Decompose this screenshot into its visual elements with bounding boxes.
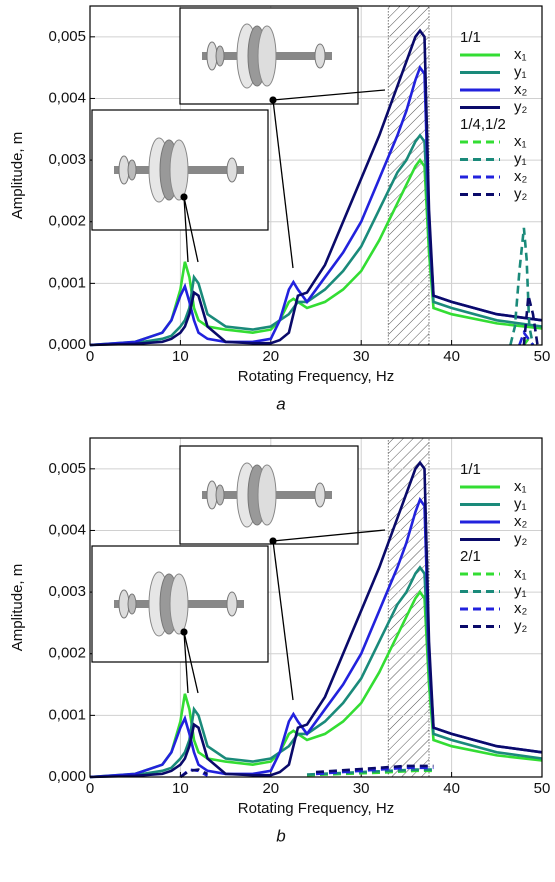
y-tick-label: 0,002 (48, 213, 86, 230)
x-tick-label: 10 (172, 348, 189, 365)
inset-image (179, 7, 386, 269)
pointer-arrow (272, 540, 294, 701)
legend-group-title: 2/1 (460, 548, 481, 565)
legend-label: y₁ (514, 63, 527, 80)
plot-frame (89, 437, 543, 778)
legend-label: y₂ (514, 185, 528, 202)
y-tick-label: 0,005 (48, 460, 86, 477)
pointer-arrow (272, 99, 294, 269)
pointer-dot (180, 628, 188, 636)
x-tick-label: 10 (172, 780, 189, 797)
y-axis-label: Amplitude, m (9, 132, 26, 220)
legend-label: x₁ (514, 46, 527, 63)
pointer-dot (269, 537, 277, 545)
pointer-arrow (272, 89, 386, 101)
legend-label: y₁ (514, 150, 527, 167)
x-tick-label: 0 (86, 348, 94, 365)
series-line (89, 64, 543, 347)
series-line (89, 460, 543, 779)
x-axis-label: Rotating Frequency, Hz (238, 368, 394, 385)
series-line (518, 329, 535, 346)
pointer-arrow (183, 196, 189, 263)
x-tick-label: 0 (86, 780, 94, 797)
pointer-arrow (183, 631, 199, 694)
y-tick-label: 0,002 (48, 645, 86, 662)
y-tick-label: 0,001 (48, 274, 86, 291)
series-line (89, 28, 543, 347)
x-tick-label: 50 (534, 780, 551, 797)
y-tick-label: 0,001 (48, 706, 86, 723)
pointer-arrow (272, 529, 386, 542)
pointer-arrow (183, 196, 199, 263)
series-line (179, 764, 434, 779)
x-tick-label: 30 (353, 348, 370, 365)
x-tick-label: 20 (262, 780, 279, 797)
inset-image (179, 445, 386, 701)
x-axis-label: Rotating Frequency, Hz (238, 800, 394, 817)
legend-group-title: 1/1 (460, 29, 481, 46)
legend-group-title: 1/1 (460, 461, 481, 478)
legend-label: x₁ (514, 565, 527, 582)
x-tick-label: 40 (443, 780, 460, 797)
pointer-dot (180, 193, 188, 201)
series-line (89, 496, 543, 779)
caption: a (276, 394, 285, 413)
legend-group-title: 1/4,1/2 (460, 116, 506, 133)
y-tick-label: 0,000 (48, 336, 86, 353)
x-tick-label: 50 (534, 348, 551, 365)
pointer-dot (269, 96, 277, 104)
legend-label: x₂ (514, 600, 528, 617)
legend-label: x₂ (514, 81, 528, 98)
series-line (306, 769, 434, 777)
x-tick-label: 30 (353, 780, 370, 797)
legend-label: x₁ (514, 133, 527, 150)
plot-frame (89, 5, 543, 346)
y-tick-label: 0,004 (48, 521, 86, 538)
legend-label: y₁ (514, 495, 527, 512)
legend-label: y₂ (514, 617, 528, 634)
legend-label: y₂ (514, 530, 528, 547)
y-tick-label: 0,004 (48, 89, 86, 106)
y-tick-label: 0,005 (48, 28, 86, 45)
y-axis-label: Amplitude, m (9, 564, 26, 652)
legend-label: x₂ (514, 168, 528, 185)
y-tick-label: 0,003 (48, 583, 86, 600)
series-line (509, 227, 535, 346)
legend-label: x₂ (514, 513, 528, 530)
legend-label: x₁ (514, 478, 527, 495)
inset-image (91, 545, 269, 694)
series-line (522, 295, 539, 346)
pointer-arrow (183, 631, 189, 694)
inset-image (91, 109, 269, 263)
y-tick-label: 0,003 (48, 151, 86, 168)
x-tick-label: 40 (443, 348, 460, 365)
legend-label: y₂ (514, 98, 528, 115)
legend-label: y₁ (514, 582, 527, 599)
caption: b (276, 826, 285, 845)
y-tick-label: 0,000 (48, 768, 86, 785)
x-tick-label: 20 (262, 348, 279, 365)
